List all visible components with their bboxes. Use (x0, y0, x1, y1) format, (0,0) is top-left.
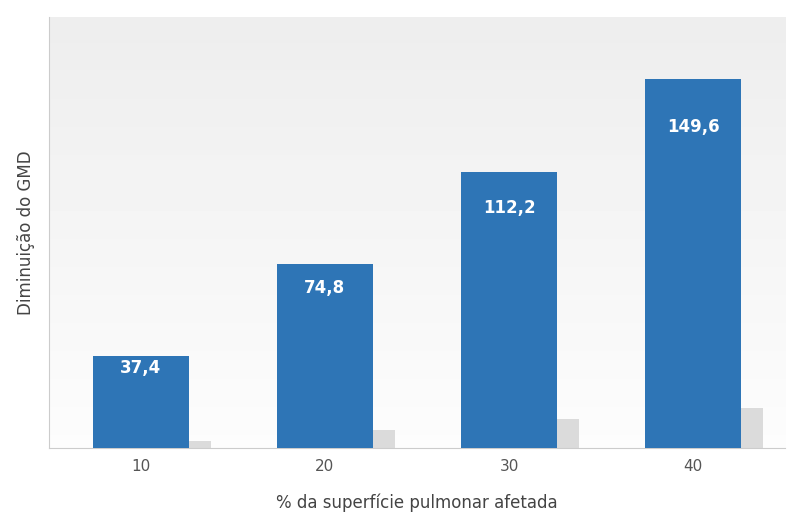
Text: 74,8: 74,8 (304, 279, 346, 297)
Bar (277, 264, 373, 448)
Bar (646, 79, 741, 448)
Bar (93, 356, 188, 448)
Bar (656, 408, 764, 452)
Text: 112,2: 112,2 (483, 198, 536, 216)
Bar (103, 441, 211, 452)
X-axis label: % da superfície pulmonar afetada: % da superfície pulmonar afetada (276, 494, 557, 512)
Bar (288, 430, 395, 452)
Text: 149,6: 149,6 (667, 118, 719, 136)
Y-axis label: Diminuição do GMD: Diminuição do GMD (17, 150, 34, 315)
Text: 37,4: 37,4 (120, 359, 161, 377)
Bar (461, 171, 557, 448)
Bar (472, 419, 579, 452)
